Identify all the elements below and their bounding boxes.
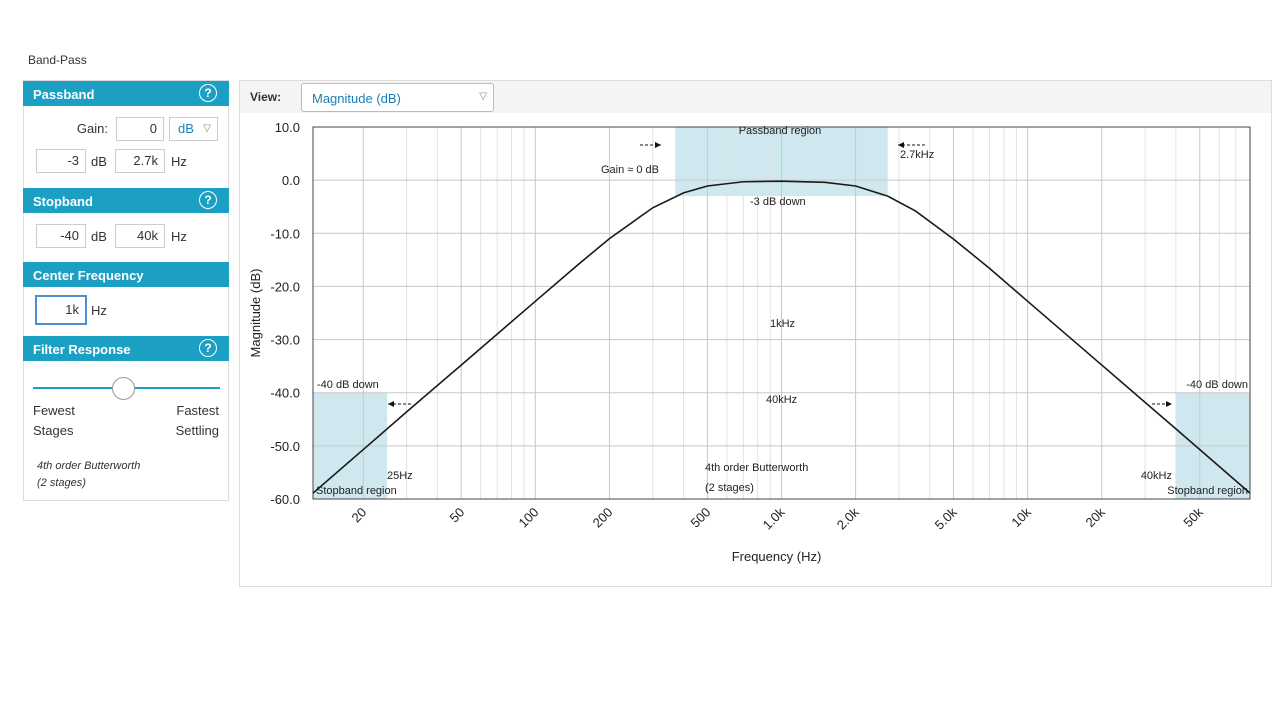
annotation: (2 stages) [705,482,754,494]
x-tick-label: 100 [515,505,541,531]
x-tick-label: 50k [1180,504,1206,530]
annotation: Passband region [739,125,822,137]
x-axis-label: Frequency (Hz) [732,549,822,564]
response-curve [312,180,1251,494]
unit: Hz [171,154,187,169]
y-axis-label: Magnitude (dB) [248,269,263,358]
annotation: -3 dB down [750,196,806,208]
x-tick-label: 500 [688,505,714,531]
annotation: 40kHz [766,394,797,406]
y-tick-label: -20.0 [270,279,300,294]
view-select[interactable]: Magnitude (dB) ▽ [301,83,494,112]
annotation: -40 dB down [317,379,379,391]
annotation: 1kHz [770,318,795,330]
x-tick-label: 5.0k [932,504,960,532]
center-frequency-header: Center Frequency [23,262,229,287]
arrow-head [388,401,394,407]
annotation: 4th order Butterworth [705,462,808,474]
chart-panel [239,80,1272,587]
slider-label: Stages [33,423,74,438]
view-label: View: [250,90,282,104]
unit: dB [91,154,107,169]
x-tick-label: 2.0k [834,504,862,532]
annotation: Stopband region [316,485,397,497]
unit: Hz [171,229,187,244]
stopband-header: Stopband? [23,188,229,213]
annotation: Stopband region [1167,485,1248,497]
annotation: -40 dB down [1186,379,1248,391]
annotation: Gain ≈ 0 dB [601,164,659,176]
gain-input[interactable]: 0 [116,117,164,141]
description: 4th order Butterworth [37,460,141,472]
settings-panel [23,80,229,501]
help-icon[interactable]: ? [199,191,217,209]
unit: dB [91,229,107,244]
slider-label: Fewest [33,403,75,418]
slider-label: Settling [175,423,219,438]
y-tick-label: 0.0 [282,173,300,188]
help-icon[interactable]: ? [199,339,217,357]
center-frequency-input[interactable]: 1k [35,295,87,325]
arrow-head [898,142,904,148]
annotation: 40kHz [1141,470,1172,482]
passband-header: Passband? [23,81,229,106]
x-tick-label: 50 [446,505,467,526]
selected: Magnitude (dB) [312,91,401,106]
y-tick-label: -40.0 [270,386,300,401]
y-tick-label: -60.0 [270,492,300,507]
stop-gain-input[interactable]: -40 [36,224,86,248]
section-title: Filter Response [33,342,131,357]
x-tick-label: 10k [1008,504,1034,530]
x-tick-label: 1.0k [760,504,788,532]
arrow-head [655,142,661,148]
filter-response-header: Filter Response? [23,336,229,361]
y-tick-label: 10.0 [275,120,300,135]
y-tick-label: -10.0 [270,226,300,241]
slider-label: Fastest [176,403,219,418]
unit: Hz [91,303,107,318]
arrow-head [1166,401,1172,407]
y-tick-label: -30.0 [270,333,300,348]
page-title: Band-Pass [28,53,87,67]
x-tick-label: 20k [1082,504,1108,530]
cutoff-gain-input[interactable]: -3 [36,149,86,173]
annotation: 2.7kHz [900,149,934,161]
section-title: Center Frequency [33,268,144,283]
stop-freq-input[interactable]: 40k [115,224,165,248]
section-title: Stopband [33,194,93,209]
slider-knob[interactable] [112,377,135,400]
plot-frame [312,126,1251,500]
description: (2 stages) [37,477,86,489]
gain-unit-select[interactable]: dB ▽ [169,117,218,141]
chart: 20 50 100 200 500 1.0k 2.0k 5.0k 10k 20k 50k 10.0 0.… [248,120,1251,564]
y-tick-label: -50.0 [270,439,300,454]
section-title: Passband [33,87,95,102]
gain-label: Gain: [76,121,108,136]
cutoff-freq-input[interactable]: 2.7k [115,149,165,173]
unit: dB [178,121,194,136]
help-icon[interactable]: ? [199,84,217,102]
annotation: 25Hz [387,470,413,482]
x-tick-label: 20 [349,505,370,526]
x-tick-label: 200 [590,505,616,531]
